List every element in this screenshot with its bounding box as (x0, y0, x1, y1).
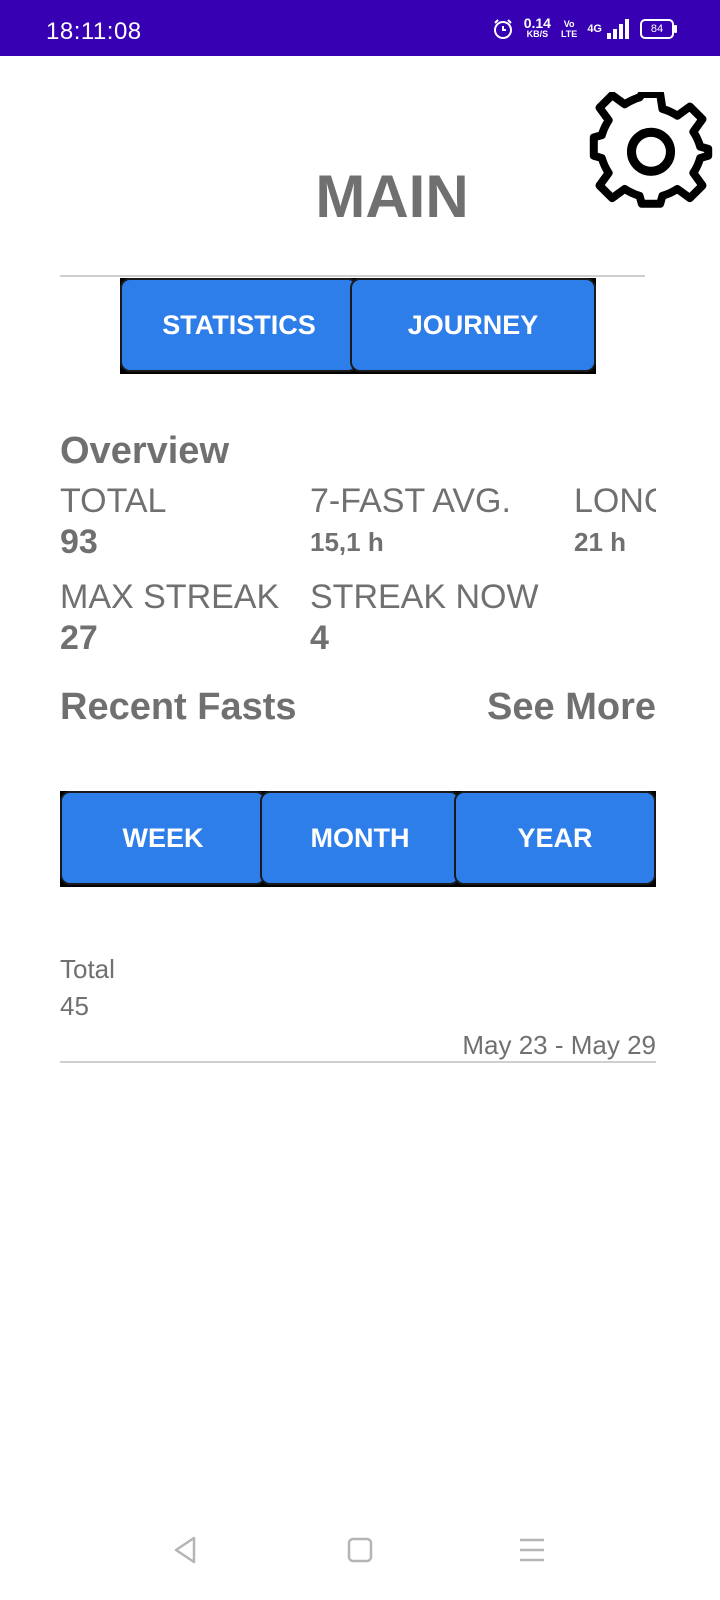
stat-streak-now-label: STREAK NOW (310, 578, 539, 616)
summary-total-value: 45 (60, 991, 89, 1021)
stat-avg-value: 15,1 h (310, 527, 384, 557)
stat-longest-value: 21 h (574, 527, 627, 557)
home-icon[interactable] (340, 1530, 380, 1570)
stat-max-streak-label: MAX STREAK (60, 578, 280, 616)
menu-icon[interactable] (512, 1530, 552, 1570)
stat-longest: LONG 21 h (574, 482, 656, 558)
stat-avg: 7-FAST AVG. 15,1 h (310, 482, 511, 558)
status-bar: 18:11:08 0.14 KB/S Vo LTE 4G (0, 0, 720, 56)
recent-fasts-title: Recent Fasts (60, 686, 297, 728)
summary-divider (60, 1061, 656, 1063)
status-icons: 0.14 KB/S Vo LTE 4G 84 (492, 14, 677, 44)
stat-max-streak-value: 27 (60, 619, 98, 657)
stat-streak-now-value: 4 (310, 619, 329, 657)
main-tabs: STATISTICS JOURNEY (120, 278, 596, 374)
period-tabs: WEEK MONTH YEAR (60, 791, 656, 887)
header-divider (60, 275, 645, 277)
see-more-link[interactable]: See More (487, 686, 656, 728)
net-speed: 0.14 KB/S (523, 15, 551, 40)
stat-total-value: 93 (60, 523, 98, 561)
stat-longest-label: LONG (574, 482, 656, 520)
alarm-icon (493, 19, 512, 39)
battery-level: 84 (650, 23, 664, 35)
net-speed-value: 0.14 (523, 15, 551, 31)
tab-year[interactable]: YEAR (454, 791, 656, 885)
page-title: MAIN (315, 163, 469, 230)
stat-max-streak: MAX STREAK 27 (60, 578, 279, 658)
overview-section: Overview TOTAL 93 7-FAST AVG. 15,1 h LON… (60, 430, 656, 690)
tab-journey[interactable]: JOURNEY (350, 278, 596, 372)
summary-total-label: Total (60, 954, 115, 984)
stat-total: TOTAL 93 (60, 482, 166, 562)
tab-statistics[interactable]: STATISTICS (120, 278, 358, 372)
overview-title: Overview (60, 430, 229, 472)
stat-avg-label: 7-FAST AVG. (310, 482, 511, 520)
stat-streak-now: STREAK NOW 4 (310, 578, 539, 658)
tab-week[interactable]: WEEK (60, 791, 266, 885)
volte-bottom: LTE (560, 29, 578, 39)
signal-icon (607, 19, 629, 39)
navigation-bar (0, 1500, 720, 1600)
volte-indicator: Vo LTE (561, 19, 577, 39)
gear-icon[interactable] (586, 92, 716, 222)
summary-date-range: May 23 - May 29 (462, 1030, 656, 1060)
volte-top: Vo (563, 19, 575, 29)
net-speed-unit: KB/S (526, 29, 549, 39)
network-type: 4G (587, 23, 602, 35)
battery-icon: 84 (640, 19, 677, 39)
back-icon[interactable] (166, 1530, 206, 1570)
tab-month[interactable]: MONTH (259, 791, 460, 885)
status-time: 18:11:08 (46, 18, 142, 45)
stat-total-label: TOTAL (60, 482, 167, 520)
